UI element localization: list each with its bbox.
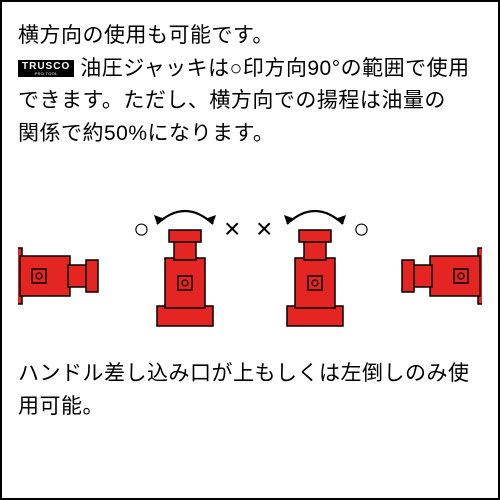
- instruction-line-1: 横方向の使用も可能です。: [18, 20, 482, 53]
- trusco-badge: TRUSCO PRO TOOL: [18, 60, 74, 77]
- instruction-line-2-wrap: TRUSCO PRO TOOL 油圧ジャッキは○印方向90°の範囲で使用: [18, 53, 482, 86]
- symbol-cross-1: ×: [224, 213, 240, 244]
- instruction-line-2: 油圧ジャッキは○印方向90°の範囲で使用: [80, 53, 469, 86]
- instruction-line-3: できます。ただし、横方向での揚程は油量の: [18, 85, 482, 118]
- diagram-area: ○ × × ○: [18, 168, 482, 338]
- badge-sub: PRO TOOL: [35, 72, 58, 76]
- instruction-line-4: 関係で約50%になります。: [18, 118, 482, 151]
- diagram-svg: ○ × × ○: [18, 168, 482, 338]
- symbol-cross-2: ×: [256, 213, 272, 244]
- symbol-circle-2: ○: [353, 213, 370, 244]
- symbol-circle-1: ○: [133, 213, 150, 244]
- instruction-bottom: ハンドル差し込み口が上もしくは左倒しのみ使用可能。: [18, 358, 482, 423]
